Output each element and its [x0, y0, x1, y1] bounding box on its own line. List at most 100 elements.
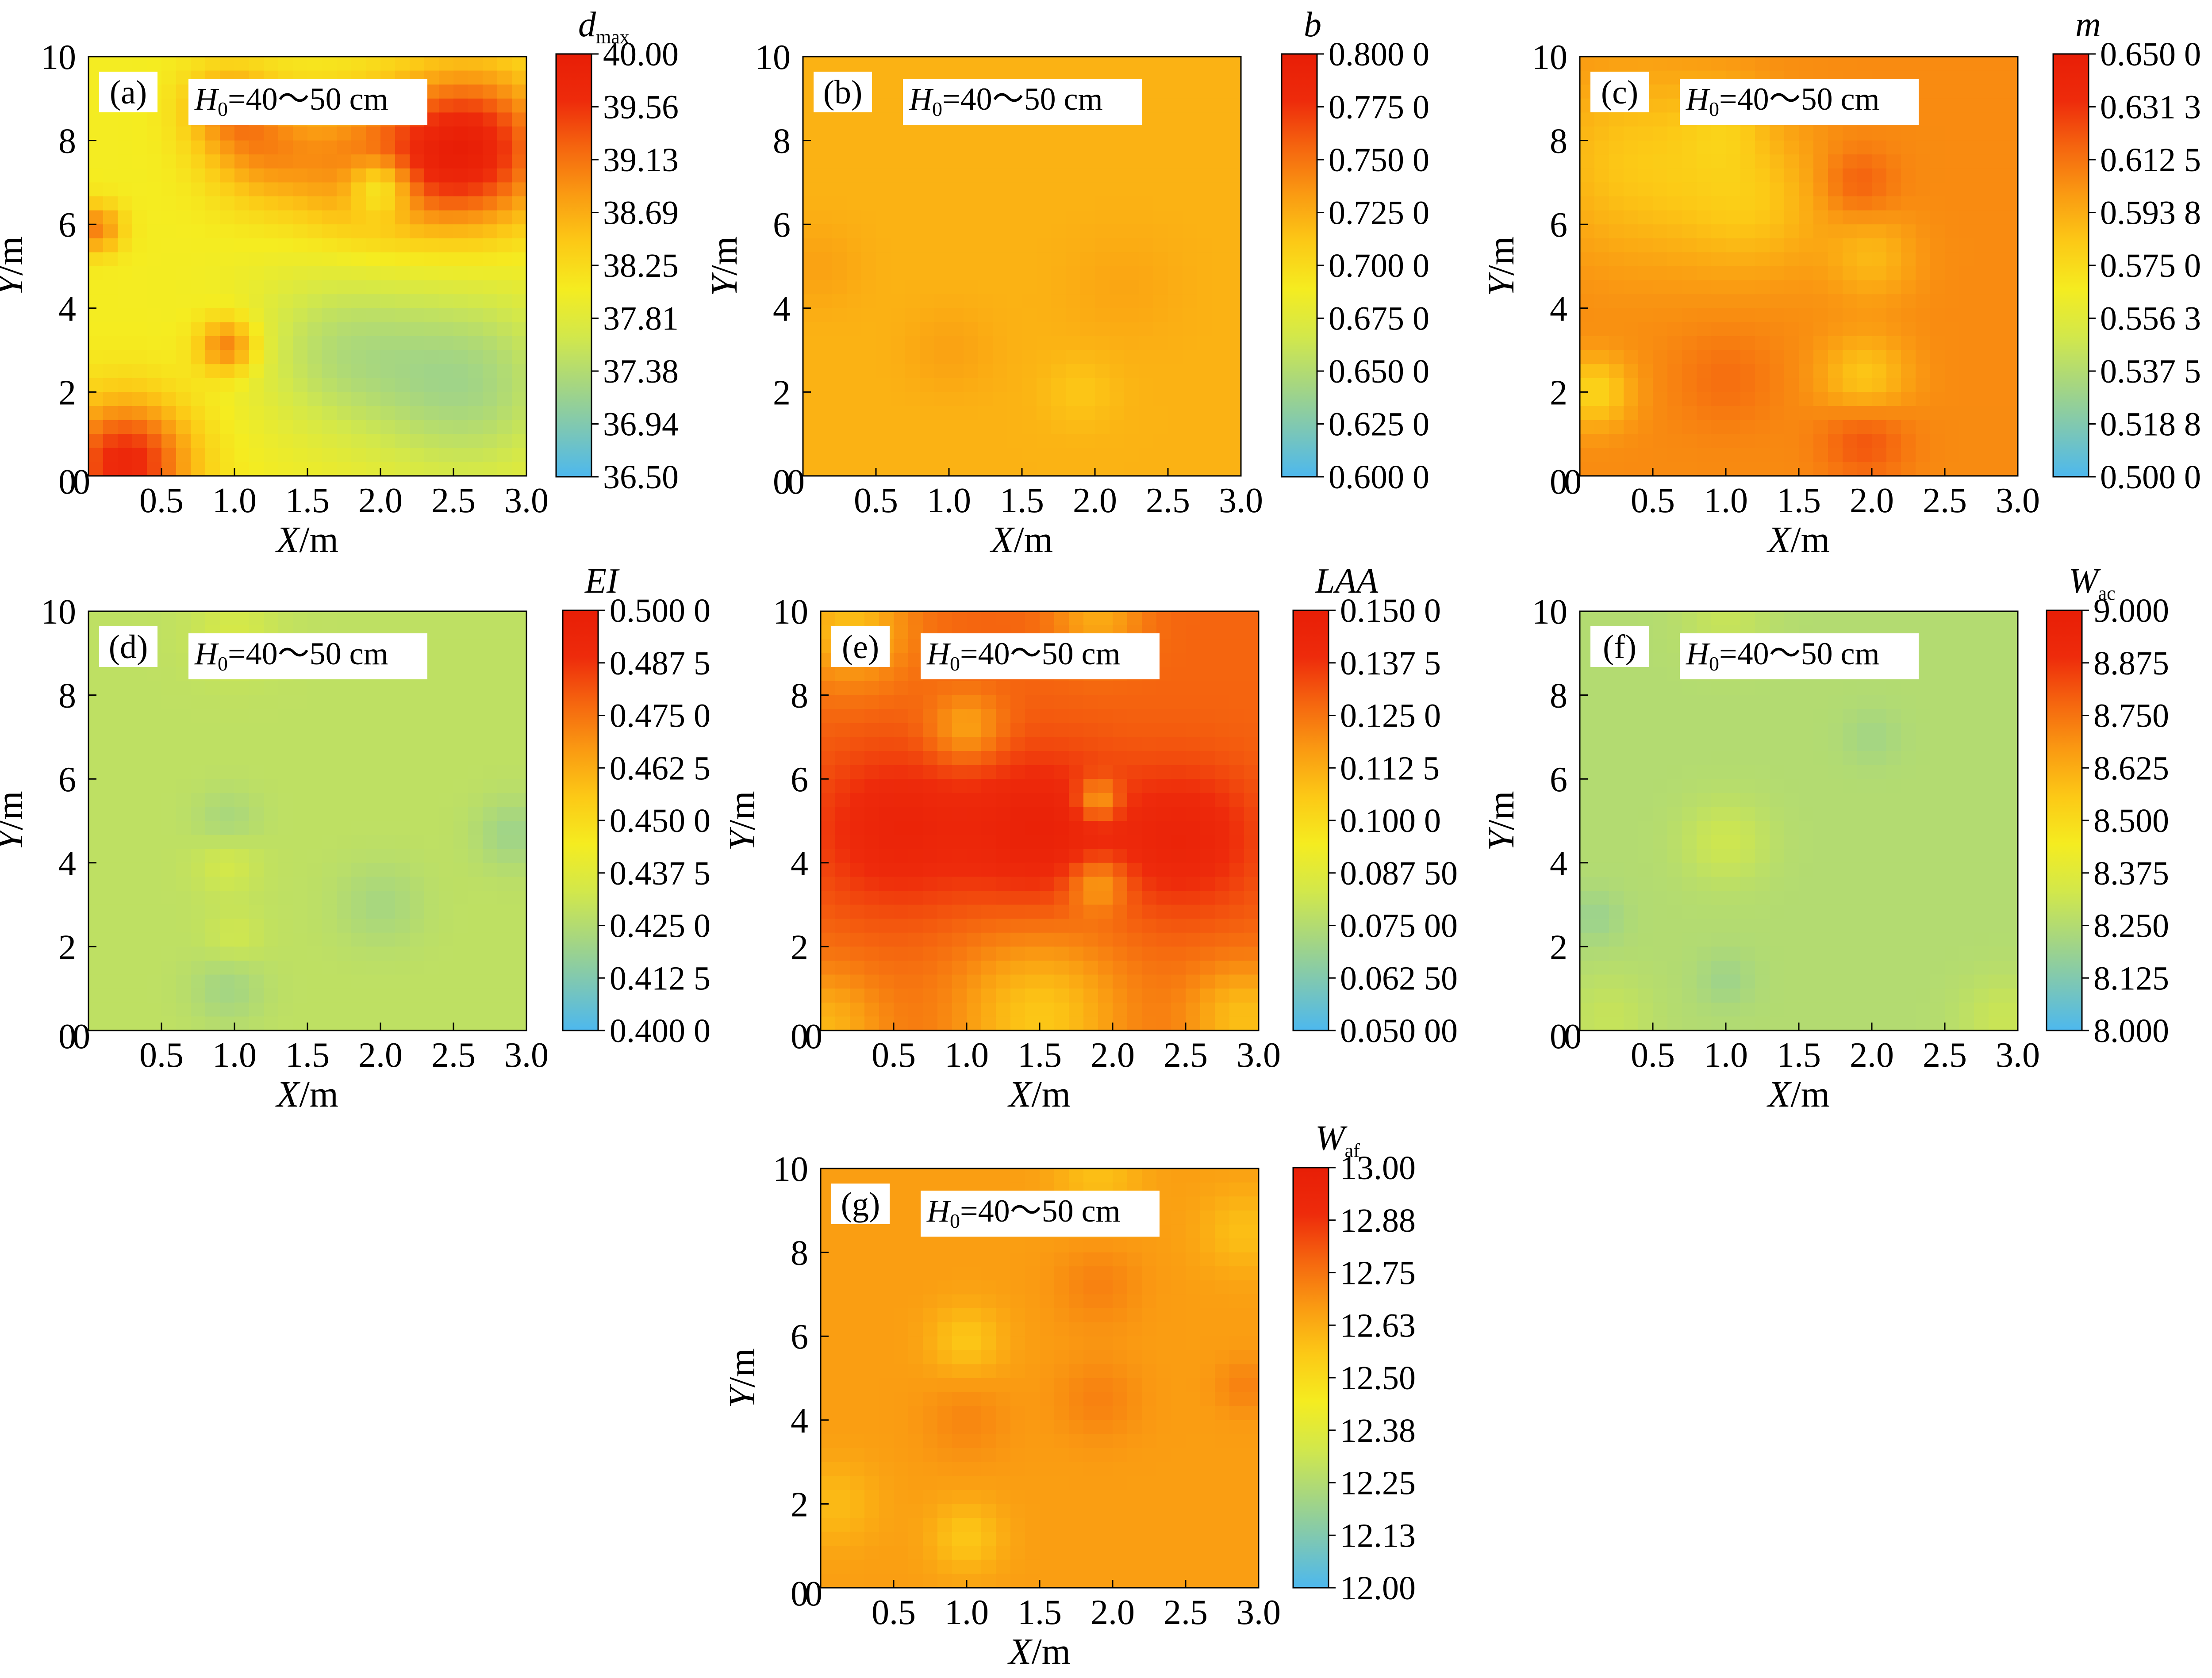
y-tick-label: 10: [1532, 593, 1567, 632]
colorbar-tick-label: 0.612 5: [2100, 142, 2201, 179]
y-tick-label: 0: [58, 463, 76, 502]
depth-annotation: H0=40～50 cm: [194, 636, 388, 675]
colorbar-tick-label: 8.375: [2093, 855, 2169, 892]
colorbar-tick-label: 0.487 5: [610, 645, 710, 682]
y-axis-label: Y/m: [722, 791, 763, 850]
y-axis-label: Y/m: [704, 236, 745, 296]
y-tick-label: 4: [1550, 290, 1567, 329]
y-tick-label: 6: [58, 760, 76, 799]
y-axis-label: Y/m: [722, 1348, 763, 1408]
y-tick-label: 2: [773, 373, 791, 412]
colorbar-tick-label: 0.700 0: [1329, 247, 1429, 284]
colorbar-tick-label: 0.450 0: [610, 802, 710, 839]
contour-field: [803, 57, 1241, 476]
panel-label: (d): [109, 628, 148, 666]
x-tick-label: 1.5: [1000, 481, 1044, 520]
x-origin-label: 0: [805, 1017, 822, 1056]
colorbar-tick-label: 0.537 5: [2100, 353, 2201, 390]
x-tick-label: 1.0: [945, 1036, 989, 1075]
panel-label: (g): [841, 1186, 880, 1223]
colorbar-tick-label: 0.800 0: [1329, 36, 1429, 73]
x-tick-label: 1.5: [1777, 1036, 1821, 1075]
x-tick-label: 2.5: [1146, 481, 1190, 520]
colorbar-tick-label: 36.94: [603, 406, 679, 443]
colorbar-tick-label: 9.000: [2093, 592, 2169, 629]
colorbar-tick-label: 12.00: [1340, 1570, 1416, 1607]
x-tick-label: 2.0: [358, 481, 403, 520]
y-tick-label: 2: [791, 1485, 808, 1524]
y-tick-label: 10: [773, 1150, 808, 1189]
y-tick-label: 10: [41, 38, 76, 77]
colorbar-tick-label: 8.250: [2093, 908, 2169, 945]
x-origin-label: 0: [73, 1017, 90, 1056]
x-tick-label: 0.5: [854, 481, 898, 520]
depth-annotation: H0=40～50 cm: [194, 81, 388, 120]
y-axis-label: Y/m: [0, 791, 31, 850]
x-tick-label: 3.0: [1996, 1036, 2040, 1075]
y-tick-label: 4: [791, 1402, 808, 1440]
panel-e: 0 0.5 1.0 1.5 2.0 2.5 3.0 2 4 6 8 10 0 X/m Y/m (e) H0=40…: [722, 562, 1458, 1115]
panel-c: 0 0.5 1.0 1.5 2.0 2.5 3.0 2 4 6 8 10 0 X/m Y/m (c) H0=40…: [1481, 5, 2201, 560]
depth-annotation: H0=40～50 cm: [909, 81, 1103, 120]
x-tick-label: 1.5: [1018, 1593, 1062, 1632]
x-axis-label: X/m: [990, 519, 1053, 560]
x-tick-label: 3.0: [504, 1036, 549, 1075]
colorbar-title: dmax: [578, 5, 630, 48]
y-tick-label: 4: [58, 290, 76, 329]
y-tick-label: 8: [1550, 122, 1567, 161]
depth-annotation: H0=40～50 cm: [926, 636, 1121, 675]
colorbar-title: m: [2075, 5, 2101, 44]
colorbar-title: b: [1304, 5, 1321, 44]
colorbar-tick-label: 13.00: [1340, 1149, 1416, 1187]
colorbar-tick-label: 0.556 3: [2100, 300, 2201, 337]
x-tick-label: 0.5: [139, 1036, 184, 1075]
x-tick-label: 2.0: [1091, 1593, 1135, 1632]
colorbar-title: LAA: [1315, 562, 1379, 601]
colorbar-tick-label: 0.125 0: [1340, 697, 1441, 735]
x-axis-label: X/m: [275, 1074, 338, 1115]
x-tick-label: 2.5: [1923, 481, 1967, 520]
contour-field: [821, 1168, 1259, 1588]
colorbar-tick-label: 0.500 0: [2100, 459, 2201, 496]
y-tick-label: 6: [1550, 760, 1567, 799]
x-tick-label: 2.5: [431, 481, 476, 520]
x-origin-label: 0: [1564, 463, 1582, 502]
y-tick-label: 2: [791, 928, 808, 967]
colorbar-tick-label: 0.087 50: [1340, 855, 1458, 892]
y-tick-label: 0: [1550, 463, 1567, 502]
colorbar-tick-label: 0.775 0: [1329, 89, 1429, 126]
x-tick-label: 1.0: [927, 481, 971, 520]
y-axis-label: Y/m: [1481, 236, 1522, 296]
colorbar-title: Waf: [1315, 1119, 1360, 1161]
x-tick-label: 3.0: [1237, 1593, 1281, 1632]
colorbar-tick-label: 0.675 0: [1329, 300, 1429, 337]
x-tick-label: 2.0: [1091, 1036, 1135, 1075]
y-tick-label: 6: [1550, 206, 1567, 245]
y-tick-label: 4: [791, 844, 808, 883]
colorbar-tick-label: 37.81: [603, 300, 679, 337]
colorbar: [1292, 1167, 1329, 1589]
colorbar-tick-label: 0.625 0: [1329, 406, 1429, 443]
y-tick-label: 6: [58, 206, 76, 245]
x-tick-label: 1.0: [1704, 481, 1748, 520]
y-tick-label: 10: [1532, 38, 1567, 77]
colorbar: [555, 53, 592, 478]
colorbar-tick-label: 8.125: [2093, 960, 2169, 997]
colorbar-tick-label: 37.38: [603, 353, 679, 390]
panel-a: 0 0.5 1.0 1.5 2.0 2.5 3.0 2 4 6 8 10 0 X/m Y/m (a) H0=40…: [0, 5, 679, 560]
y-tick-label: 2: [1550, 373, 1567, 412]
colorbar-tick-label: 8.625: [2093, 750, 2169, 787]
colorbar-tick-label: 0.075 00: [1340, 908, 1458, 945]
x-tick-label: 0.5: [1631, 1036, 1675, 1075]
x-tick-label: 1.0: [1704, 1036, 1748, 1075]
y-tick-label: 0: [58, 1017, 76, 1056]
colorbar-tick-label: 38.25: [603, 247, 679, 284]
depth-annotation: H0=40～50 cm: [1686, 81, 1880, 120]
panel-label: (e): [842, 628, 879, 666]
x-tick-label: 2.0: [1850, 481, 1894, 520]
colorbar-title: EI: [584, 562, 620, 601]
y-tick-label: 6: [773, 206, 791, 245]
y-tick-label: 4: [58, 844, 76, 883]
y-tick-label: 4: [773, 290, 791, 329]
